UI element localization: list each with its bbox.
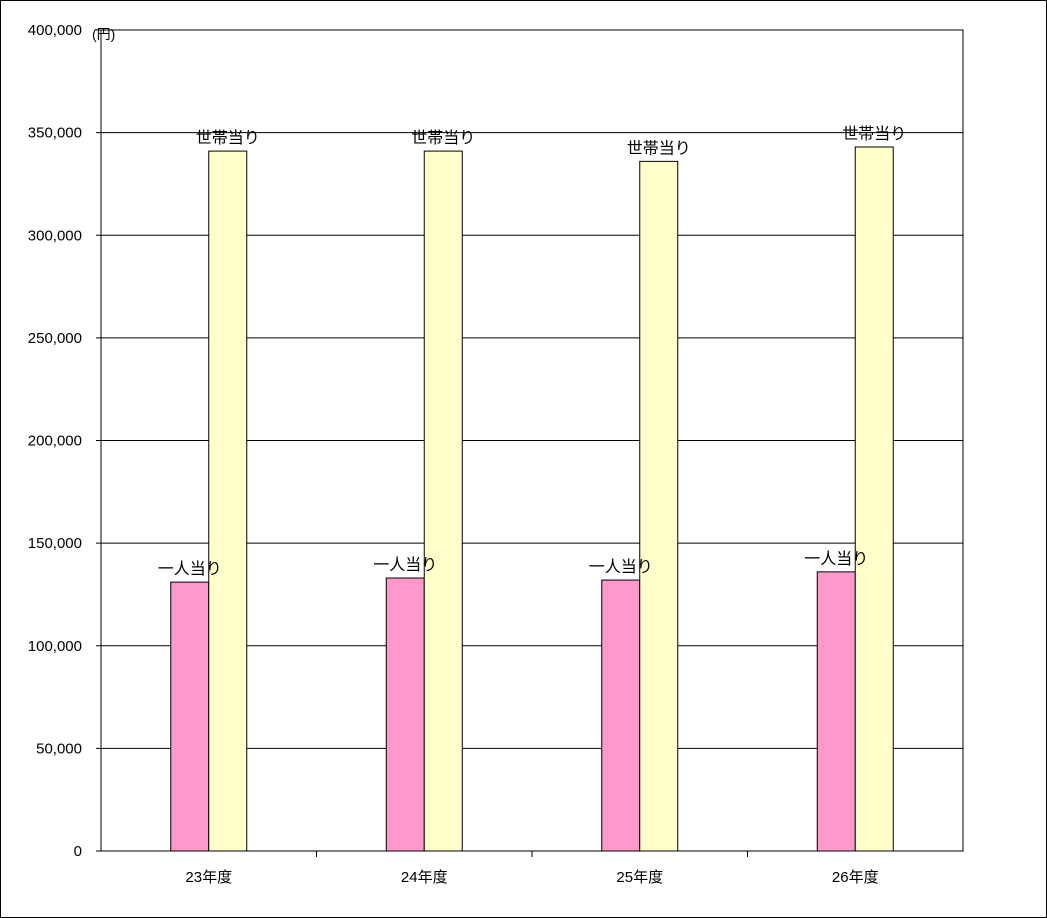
y-tick-label: 350,000: [28, 125, 82, 142]
data-label: 世帯当り: [411, 129, 475, 147]
y-tick-label: 150,000: [28, 535, 82, 552]
bar: [423, 150, 463, 852]
data-label: 一人当り: [804, 550, 868, 568]
x-tick-label: 26年度: [832, 869, 879, 886]
bar: [170, 581, 210, 852]
y-tick-label: 200,000: [28, 433, 82, 450]
x-tick-label: 23年度: [185, 869, 232, 886]
x-tick-label: 25年度: [616, 869, 663, 886]
y-axis-ticks: 0 50,000 100,000 150,000 200,000 250,000 300,0…: [28, 22, 101, 860]
data-label: 世帯当り: [842, 125, 906, 143]
bar: [639, 160, 679, 852]
bars: [170, 146, 894, 852]
bar: [816, 571, 856, 852]
data-label: 一人当り: [589, 558, 653, 576]
bar: [601, 579, 641, 852]
y-tick-label: 300,000: [28, 227, 82, 244]
bar: [854, 146, 894, 852]
bar: [208, 150, 248, 852]
unit-label: (円): [92, 26, 115, 42]
x-tick-label: 24年度: [401, 869, 448, 886]
y-tick-label: 400,000: [28, 22, 82, 39]
y-tick-label: 100,000: [28, 638, 82, 655]
data-label: 一人当り: [373, 556, 437, 574]
data-label: 世帯当り: [196, 129, 260, 147]
bar: [385, 577, 425, 852]
y-tick-label: 250,000: [28, 330, 82, 347]
data-label: 世帯当り: [627, 139, 691, 157]
y-tick-label: 50,000: [36, 740, 82, 757]
x-axis-ticks: 23年度 24年度 25年度 26年度: [185, 851, 879, 886]
y-tick-label: 0: [74, 843, 82, 860]
data-label: 一人当り: [158, 560, 222, 578]
